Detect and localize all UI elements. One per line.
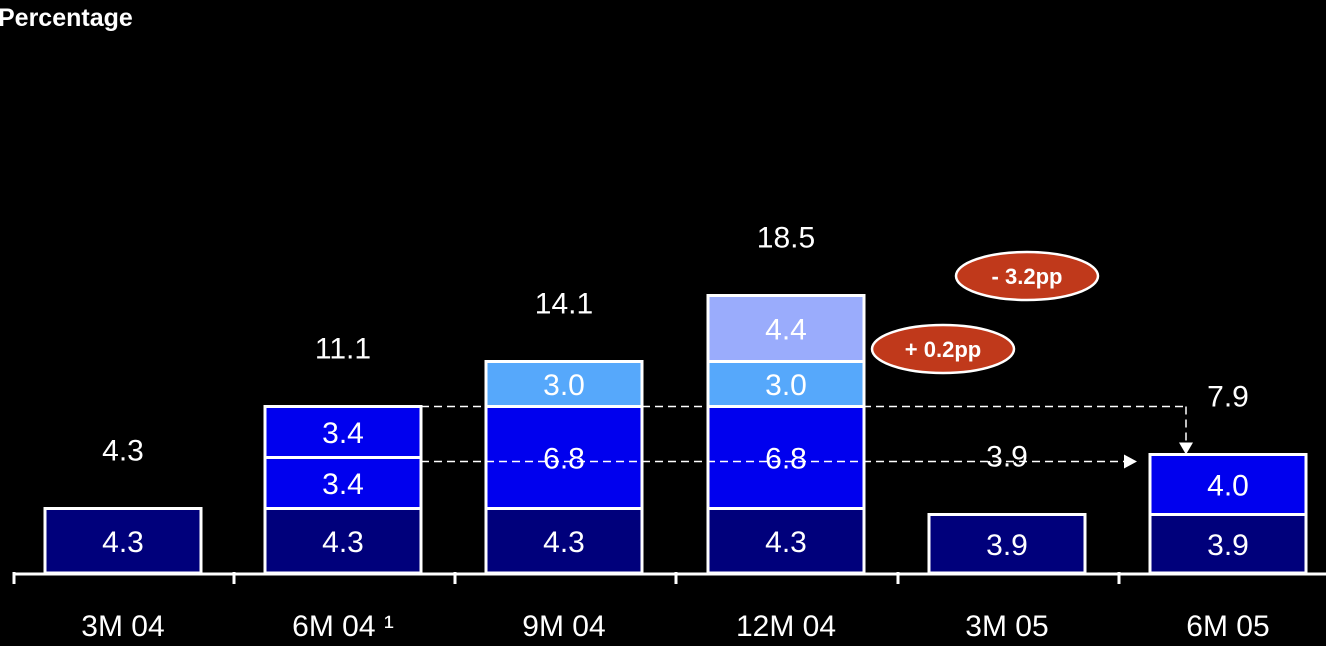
bar-segment [263, 405, 423, 459]
segment-value-label: 3.0 [543, 369, 585, 402]
bar-segment [484, 405, 644, 510]
segment-value-label: 6.8 [765, 443, 807, 476]
segment-value-label: 3.9 [986, 529, 1028, 562]
total-value-label: 4.3 [102, 435, 144, 468]
bar-segment [263, 507, 423, 575]
segment-value-label: 3.4 [322, 468, 364, 501]
bar-segment [1148, 453, 1308, 516]
bar-segment [706, 294, 866, 363]
segment-value-label: 4.3 [765, 526, 807, 559]
down-arrow-head [1179, 442, 1193, 455]
category-tick-label: 12M 04 [736, 610, 836, 643]
bar-segment [706, 507, 866, 575]
total-value-label: 18.5 [757, 222, 815, 255]
total-value-label: 14.1 [535, 288, 593, 321]
change-badge [870, 323, 1016, 375]
segment-value-label: 3.0 [765, 369, 807, 402]
y-axis-title: Percentage [0, 4, 133, 32]
segment-value-label: 4.4 [765, 314, 807, 347]
change-badge [954, 250, 1100, 302]
segment-value-label: 4.3 [102, 526, 144, 559]
right-arrow-head [1124, 454, 1137, 469]
segment-value-label: 4.3 [543, 526, 585, 559]
bar-segment [706, 405, 866, 510]
category-tick-label: 9M 04 [522, 610, 605, 643]
bar-segment [43, 507, 203, 575]
segment-value-label: 3.4 [322, 417, 364, 450]
segment-value-label: 3.9 [1207, 529, 1249, 562]
change-badge-label: + 0.2pp [905, 337, 981, 362]
segment-value-label: 6.8 [543, 443, 585, 476]
bar-segment [927, 513, 1087, 575]
total-value-label: 3.9 [986, 441, 1028, 474]
change-badge-label: - 3.2pp [992, 264, 1063, 289]
category-tick-label: 3M 05 [965, 610, 1048, 643]
total-value-label: 11.1 [315, 333, 371, 366]
bar-segment [706, 360, 866, 408]
category-tick-label: 6M 04 ¹ [292, 610, 394, 643]
category-tick-label: 3M 04 [81, 610, 164, 643]
segment-value-label: 4.0 [1207, 470, 1249, 503]
total-value-label: 7.9 [1207, 381, 1249, 414]
category-tick-label: 6M 05 [1186, 610, 1269, 643]
segment-value-label: 4.3 [322, 526, 364, 559]
